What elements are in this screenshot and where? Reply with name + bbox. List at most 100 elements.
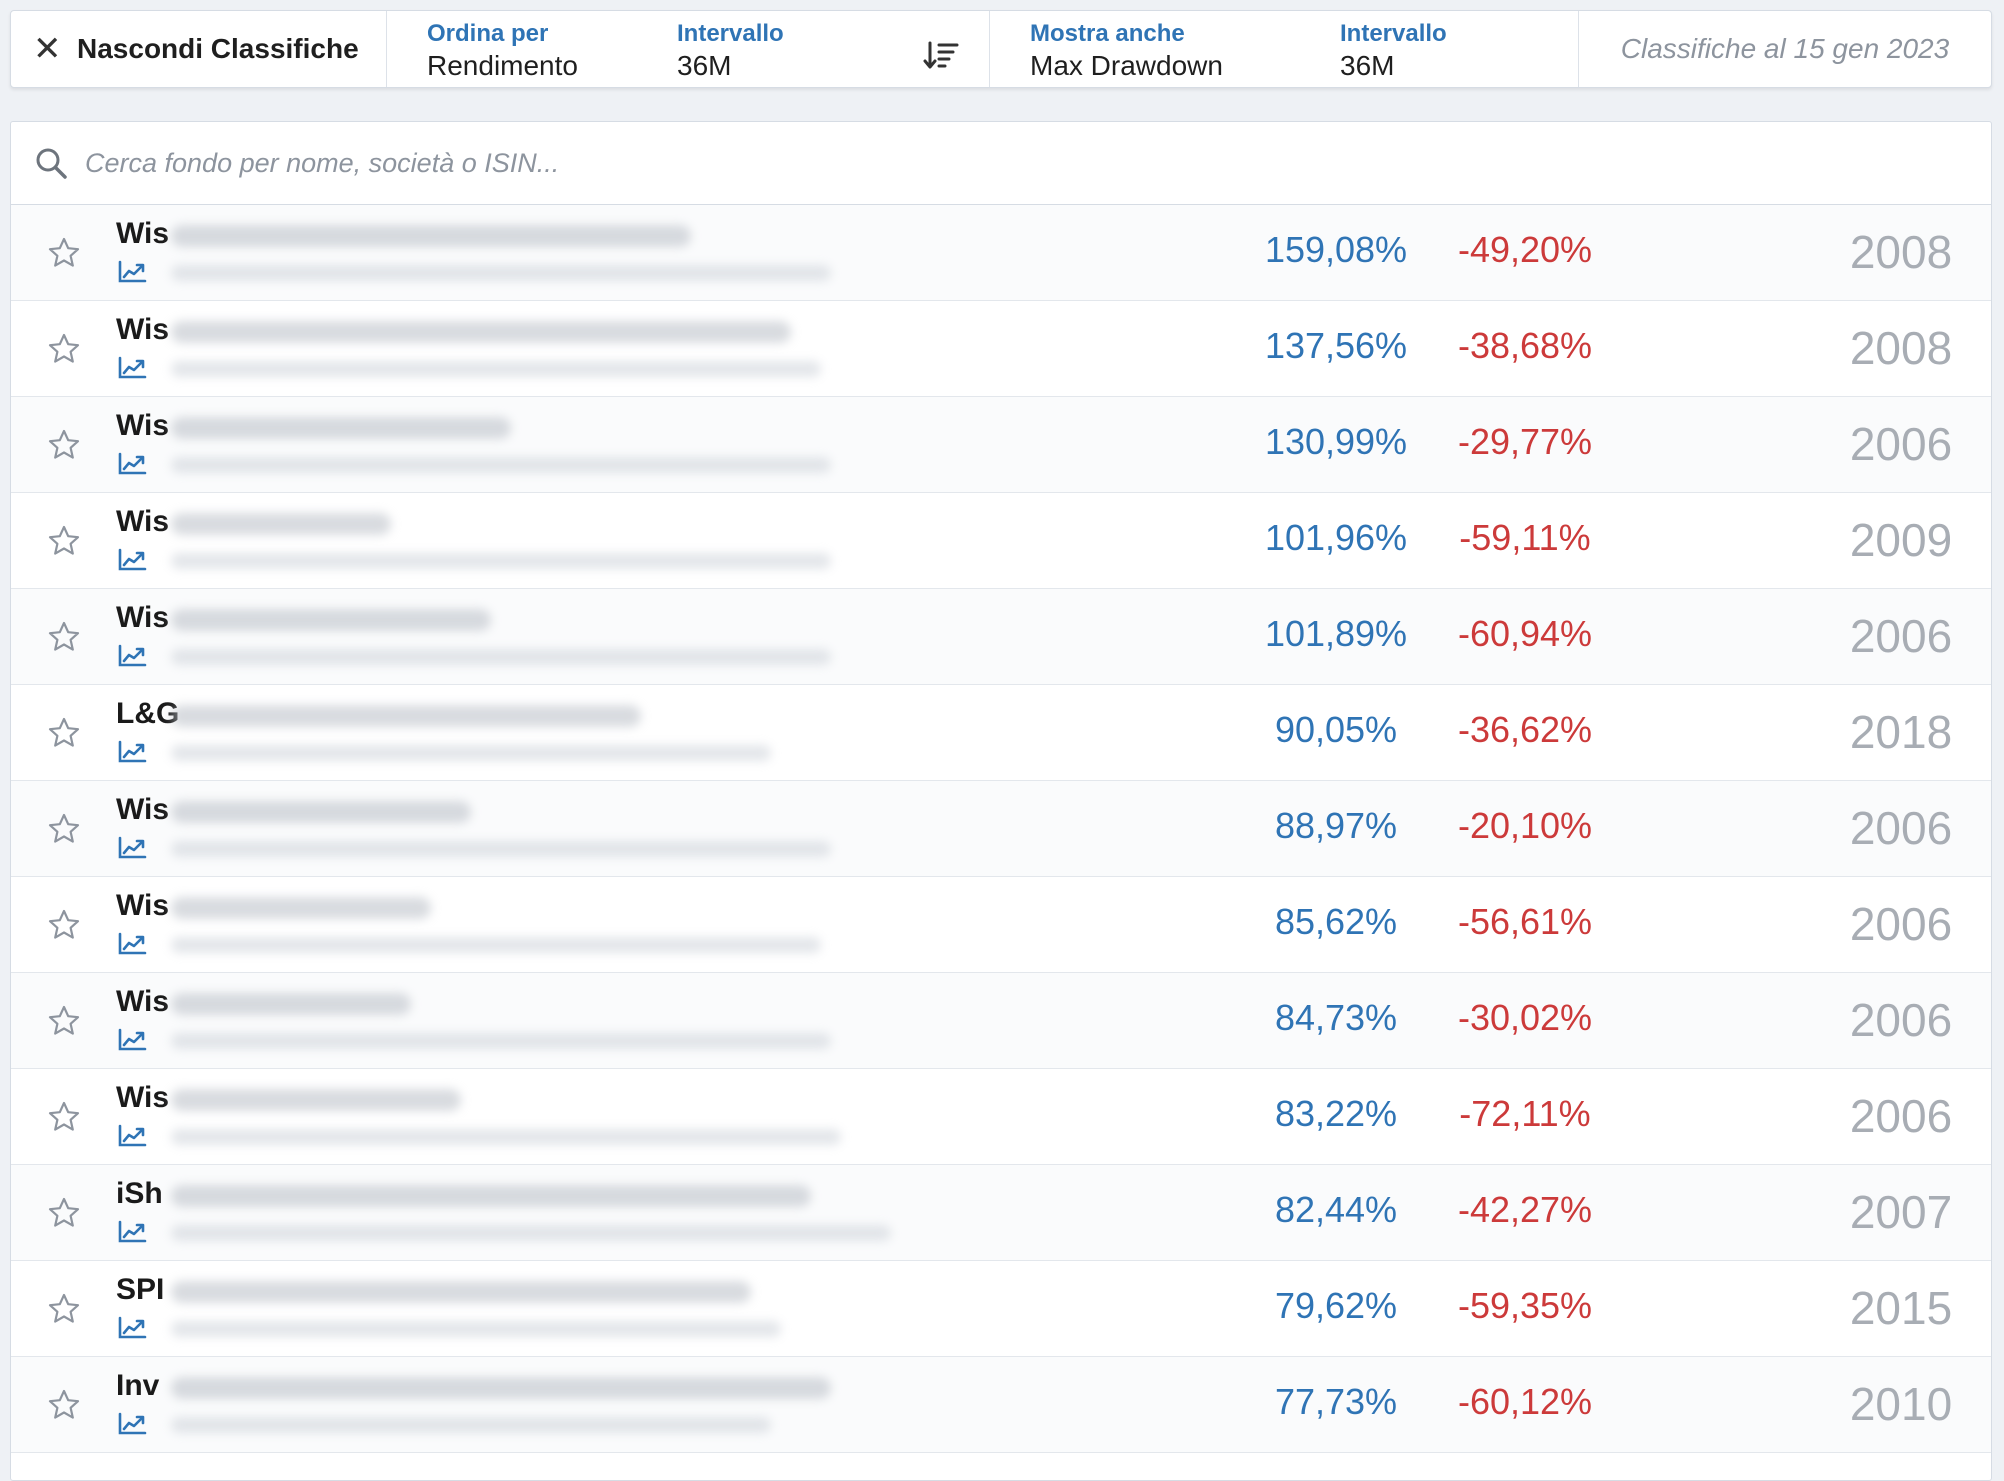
max-drawdown-value: -60,94% (1457, 613, 1593, 654)
return-value: 137,56% (1264, 325, 1408, 366)
redacted-fund-details (171, 265, 831, 281)
star-icon[interactable] (47, 1100, 81, 1134)
performance-chart-icon[interactable] (117, 356, 147, 380)
max-drawdown-value: -49,20% (1457, 229, 1593, 270)
sort-interval-select[interactable]: Intervallo 36M (677, 19, 784, 83)
fund-rankings-table: Wis 159,08% -49,20% 2008 Wis 137,56% -38… (10, 121, 1992, 1481)
performance-chart-icon[interactable] (117, 1220, 147, 1244)
hide-rankings-label: Nascondi Classifiche (77, 33, 359, 64)
fund-name[interactable]: Wis (116, 217, 170, 250)
star-icon[interactable] (47, 428, 81, 462)
performance-chart-icon[interactable] (117, 1028, 147, 1052)
search-input[interactable] (85, 133, 1991, 193)
rankings-date: Classifiche al 15 gen 2023 (1579, 11, 1991, 87)
star-icon[interactable] (47, 1292, 81, 1326)
performance-chart-icon[interactable] (117, 932, 147, 956)
inception-year: 2006 (1849, 898, 1953, 950)
performance-chart-icon[interactable] (117, 644, 147, 668)
fund-name[interactable]: SPI (116, 1273, 165, 1306)
fund-name[interactable]: Wis (116, 889, 170, 922)
table-row[interactable]: Wis 101,89% -60,94% 2006 (11, 589, 1991, 685)
show-also-select[interactable]: Mostra anche Max Drawdown (1030, 19, 1223, 83)
sort-by-caption: Ordina per (427, 20, 549, 47)
sort-section: Ordina per Rendimento Intervallo 36M (387, 11, 990, 87)
fund-name[interactable]: L&G (116, 697, 180, 730)
performance-chart-icon[interactable] (117, 1412, 147, 1436)
fund-name[interactable]: Wis (116, 505, 170, 538)
table-row[interactable]: L&G 90,05% -36,62% 2018 (11, 685, 1991, 781)
sort-direction-icon[interactable] (923, 37, 959, 73)
max-drawdown-value: -56,61% (1457, 901, 1593, 942)
inception-year: 2006 (1849, 1090, 1953, 1142)
table-row[interactable]: Wis 85,62% -56,61% 2006 (11, 877, 1991, 973)
sort-by-select[interactable]: Ordina per Rendimento (427, 19, 578, 83)
rankings-date-label: Classifiche al 15 gen 2023 (1620, 33, 1950, 64)
show-also-caption: Mostra anche (1030, 20, 1185, 47)
inception-year: 2006 (1849, 418, 1953, 470)
star-icon[interactable] (47, 716, 81, 750)
max-drawdown-value: -38,68% (1457, 325, 1593, 366)
star-icon[interactable] (47, 1196, 81, 1230)
return-value: 85,62% (1274, 901, 1398, 942)
table-row[interactable]: Wis 137,56% -38,68% 2008 (11, 301, 1991, 397)
fund-name[interactable]: Wis (116, 601, 170, 634)
star-icon[interactable] (47, 812, 81, 846)
performance-chart-icon[interactable] (117, 548, 147, 572)
performance-chart-icon[interactable] (117, 1316, 147, 1340)
table-row[interactable]: Wis 83,22% -72,11% 2006 (11, 1069, 1991, 1165)
table-row[interactable]: Wis 159,08% -49,20% 2008 (11, 205, 1991, 301)
redacted-fund-details (171, 361, 821, 377)
redacted-fund-name (171, 609, 491, 631)
star-icon[interactable] (47, 524, 81, 558)
max-drawdown-value: -59,11% (1459, 517, 1591, 558)
redacted-fund-name (171, 993, 411, 1015)
table-row[interactable]: Wis 130,99% -29,77% 2006 (11, 397, 1991, 493)
performance-chart-icon[interactable] (117, 740, 147, 764)
table-row[interactable]: Wis 88,97% -20,10% 2006 (11, 781, 1991, 877)
star-icon[interactable] (47, 332, 81, 366)
fund-name[interactable]: Wis (116, 409, 170, 442)
star-icon[interactable] (47, 1388, 81, 1422)
table-row[interactable]: Wis 84,73% -30,02% 2006 (11, 973, 1991, 1069)
redacted-fund-name (171, 417, 511, 439)
star-icon[interactable] (47, 236, 81, 270)
performance-chart-icon[interactable] (117, 452, 147, 476)
table-row[interactable]: iSh 82,44% -42,27% 2007 (11, 1165, 1991, 1261)
return-value: 159,08% (1264, 229, 1408, 270)
star-icon[interactable] (47, 1004, 81, 1038)
fund-name[interactable]: Wis (116, 313, 170, 346)
fund-name[interactable]: Inv (116, 1369, 160, 1402)
return-value: 83,22% (1274, 1093, 1398, 1134)
performance-chart-icon[interactable] (117, 836, 147, 860)
table-row[interactable]: SPI 79,62% -59,35% 2015 (11, 1261, 1991, 1357)
redacted-fund-details (171, 553, 831, 569)
close-icon: ✕ (33, 30, 62, 68)
performance-chart-icon[interactable] (117, 260, 147, 284)
redacted-fund-details (171, 1225, 891, 1241)
return-value: 79,62% (1274, 1285, 1398, 1326)
fund-name[interactable]: Wis (116, 1081, 170, 1114)
show-interval-select[interactable]: Intervallo 36M (1340, 19, 1447, 83)
return-value: 82,44% (1274, 1189, 1398, 1230)
star-icon[interactable] (47, 620, 81, 654)
hide-rankings-button[interactable]: ✕ Nascondi Classifiche (11, 11, 387, 87)
fund-name[interactable]: Wis (116, 985, 170, 1018)
table-row[interactable]: Wis 101,96% -59,11% 2009 (11, 493, 1991, 589)
inception-year: 2006 (1849, 610, 1953, 662)
table-row[interactable]: Inv 77,73% -60,12% 2010 (11, 1357, 1991, 1453)
fund-name[interactable]: iSh (116, 1177, 163, 1210)
performance-chart-icon[interactable] (117, 1124, 147, 1148)
redacted-fund-details (171, 649, 831, 665)
redacted-fund-details (171, 1417, 771, 1433)
star-icon[interactable] (47, 908, 81, 942)
sort-by-value: Rendimento (427, 50, 578, 81)
fund-name[interactable]: Wis (116, 793, 170, 826)
redacted-fund-details (171, 457, 831, 473)
return-value: 77,73% (1274, 1381, 1398, 1422)
return-value: 101,96% (1264, 517, 1408, 558)
redacted-fund-name (171, 1281, 751, 1303)
max-drawdown-value: -72,11% (1459, 1093, 1591, 1134)
redacted-fund-details (171, 745, 771, 761)
inception-year: 2008 (1849, 322, 1953, 374)
max-drawdown-value: -20,10% (1457, 805, 1593, 846)
